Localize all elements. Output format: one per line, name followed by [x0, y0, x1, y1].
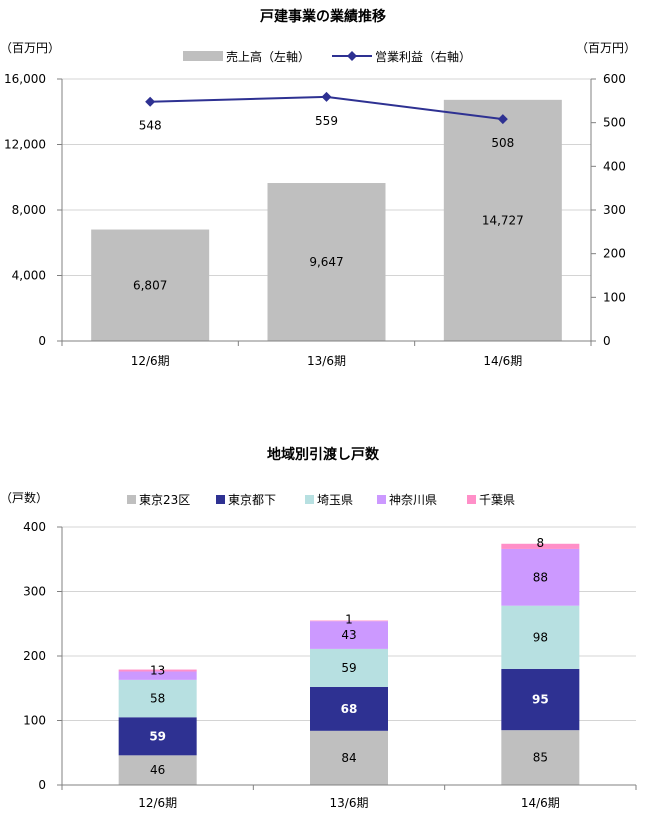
segment-value-label: 98	[533, 630, 548, 644]
legend: 東京23区 東京都下 埼玉県 神奈川県 千葉県	[127, 493, 515, 507]
y-tick-label: 100	[23, 714, 46, 728]
y-axis-left-unit: （百万円）	[0, 41, 60, 55]
bar-segment	[310, 648, 388, 687]
legend-label: 千葉県	[479, 493, 515, 507]
segment-value-label: 68	[341, 702, 358, 716]
legend-label: 東京23区	[139, 493, 190, 507]
sales-profit-chart: 戸建事業の業績推移 （百万円） （百万円） 売上高（左軸） 営業利益（右軸） 0…	[0, 8, 636, 368]
bar-segment	[118, 717, 197, 756]
x-tick-label: 13/6期	[330, 796, 369, 810]
bar-sales	[91, 229, 210, 341]
bar-segment	[501, 548, 580, 606]
bar-segment	[501, 543, 580, 549]
bar-segment	[501, 730, 580, 785]
legend-label-profit: 営業利益（右軸）	[375, 49, 471, 64]
point-value-label: 508	[491, 136, 514, 150]
bar-segment	[310, 686, 388, 731]
y-tick-label-left: 12,000	[4, 138, 46, 152]
bar-segment	[118, 679, 197, 718]
segment-value-label: 46	[150, 763, 165, 777]
bar-sales	[443, 99, 562, 342]
bar-segment	[118, 671, 197, 680]
y-tick-label-right: 600	[603, 72, 626, 86]
y-tick-label-left: 8,000	[12, 203, 46, 217]
y-tick-label: 200	[23, 649, 46, 663]
segment-value-label: 43	[341, 628, 356, 642]
y-tick-label-right: 100	[603, 290, 626, 304]
point-profit	[321, 91, 332, 102]
segment-value-label: 58	[150, 692, 165, 706]
bar-sales	[267, 183, 386, 341]
segment-value-label: 59	[149, 729, 166, 743]
y-axis-unit: （戸数）	[0, 490, 48, 505]
y-tick-label: 300	[23, 585, 46, 599]
bar-segment	[310, 620, 388, 622]
segment-value-label: 59	[341, 661, 356, 675]
bar-value-label: 14,727	[482, 213, 524, 227]
bar-segment	[310, 730, 388, 785]
legend-swatch	[377, 495, 386, 504]
y-tick-label-left: 0	[38, 334, 46, 348]
chart-title: 戸建事業の業績推移	[260, 8, 386, 25]
legend-label: 神奈川県	[389, 493, 437, 507]
y-tick-label-right: 300	[603, 203, 626, 217]
legend-label: 東京都下	[228, 493, 276, 507]
x-tick-label: 12/6期	[131, 354, 170, 368]
legend-label: 埼玉県	[317, 493, 353, 507]
point-profit	[497, 114, 508, 125]
x-tick-label: 14/6期	[483, 354, 522, 368]
x-tick-label: 13/6期	[307, 354, 346, 368]
bar-segment	[501, 668, 580, 731]
y-tick-label-right: 0	[603, 334, 611, 348]
point-profit	[145, 96, 156, 107]
bar-segment	[118, 755, 197, 785]
point-value-label: 548	[139, 119, 162, 133]
legend-label-sales: 売上高（左軸）	[226, 49, 310, 64]
legend-swatch	[127, 495, 136, 504]
segment-value-label: 1	[345, 613, 353, 627]
segment-value-label: 13	[150, 663, 165, 677]
y-tick-label-left: 4,000	[12, 269, 46, 283]
segment-value-label: 8	[537, 536, 545, 550]
bar-segment	[310, 621, 388, 649]
bar-segment	[501, 605, 580, 669]
y-tick-label-left: 16,000	[4, 72, 46, 86]
y-tick-label-right: 500	[603, 116, 626, 130]
legend: 売上高（左軸） 営業利益（右軸）	[183, 49, 471, 64]
legend-swatch	[305, 495, 314, 504]
y-tick-label: 0	[38, 778, 46, 792]
chart-title: 地域別引渡し戸数	[267, 446, 380, 463]
segment-value-label: 84	[341, 751, 356, 765]
y-axis-right-unit: （百万円）	[576, 41, 636, 55]
bar-segment	[118, 669, 197, 672]
point-value-label: 559	[315, 114, 338, 128]
segment-value-label: 95	[532, 693, 549, 707]
legend-marker-profit	[347, 51, 357, 61]
bar-value-label: 9,647	[309, 255, 343, 269]
y-tick-label-right: 400	[603, 159, 626, 173]
x-tick-label: 12/6期	[138, 796, 177, 810]
y-tick-label-right: 200	[603, 247, 626, 261]
segment-value-label: 88	[533, 570, 548, 584]
x-tick-label: 14/6期	[521, 796, 560, 810]
y-tick-label: 400	[23, 520, 46, 534]
legend-swatch	[216, 495, 225, 504]
legend-swatch	[467, 495, 476, 504]
legend-swatch-sales	[183, 51, 223, 61]
segment-value-label: 85	[533, 751, 548, 765]
bar-value-label: 6,807	[133, 278, 167, 292]
